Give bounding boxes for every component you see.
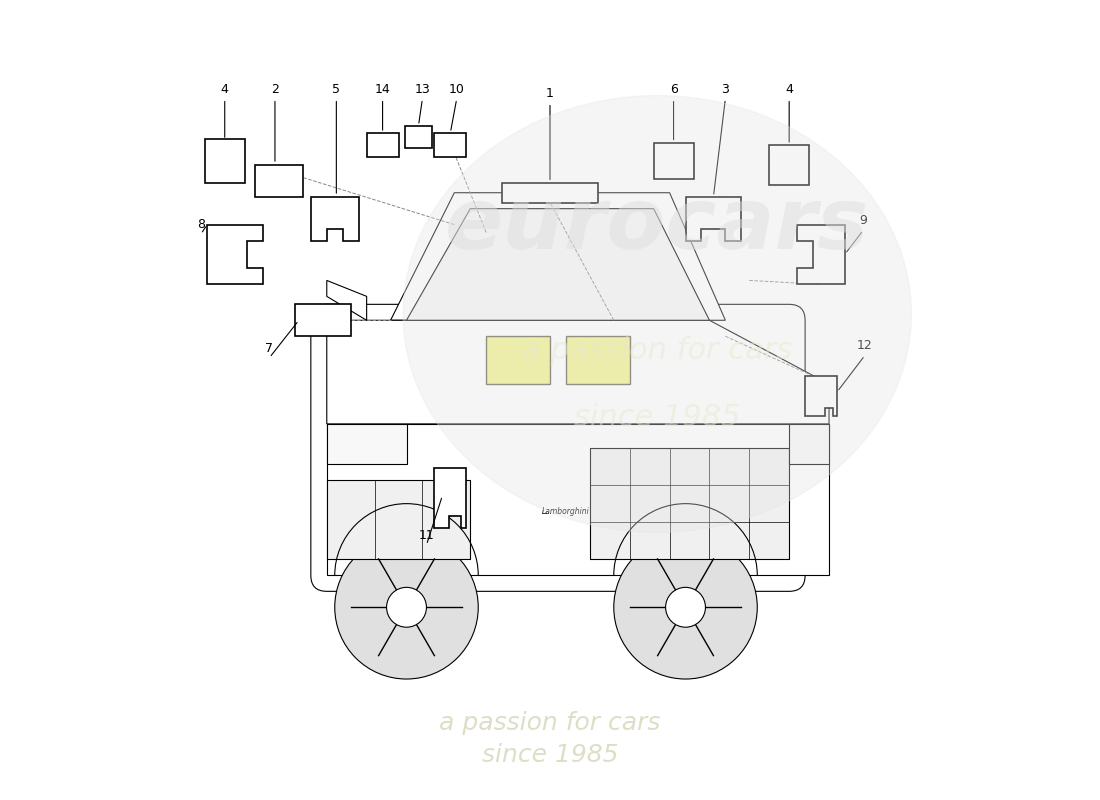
Bar — [327, 424, 407, 464]
Polygon shape — [798, 225, 845, 285]
Text: a passion for cars: a passion for cars — [522, 336, 792, 365]
Text: 10: 10 — [449, 82, 464, 95]
Bar — [503, 182, 597, 202]
Text: since 1985: since 1985 — [574, 403, 740, 433]
Circle shape — [403, 95, 911, 533]
Polygon shape — [327, 281, 366, 320]
Polygon shape — [311, 197, 359, 241]
Polygon shape — [805, 376, 837, 416]
Text: 8: 8 — [197, 218, 205, 231]
Bar — [769, 145, 810, 185]
Polygon shape — [327, 424, 829, 575]
Text: 6: 6 — [670, 82, 678, 95]
Text: 3: 3 — [722, 82, 729, 95]
Circle shape — [666, 587, 705, 627]
Text: eurocars: eurocars — [446, 184, 869, 267]
Text: 14: 14 — [375, 82, 390, 95]
Bar — [295, 304, 351, 336]
Bar — [565, 336, 629, 384]
Bar — [405, 126, 432, 148]
Bar — [486, 336, 550, 384]
Text: Lamborghini: Lamborghini — [542, 507, 590, 516]
Text: 13: 13 — [415, 82, 430, 95]
Circle shape — [386, 587, 427, 627]
Text: a passion for cars: a passion for cars — [439, 711, 661, 735]
Text: 7: 7 — [265, 342, 274, 354]
Text: 9: 9 — [859, 214, 867, 227]
Bar — [590, 448, 789, 559]
FancyBboxPatch shape — [311, 304, 805, 591]
Bar — [653, 143, 693, 178]
Text: 4: 4 — [785, 82, 793, 95]
Text: 12: 12 — [857, 339, 872, 352]
Polygon shape — [685, 197, 741, 241]
Bar — [255, 165, 302, 197]
Polygon shape — [207, 225, 263, 285]
Text: 4: 4 — [221, 82, 229, 95]
Bar — [327, 480, 471, 559]
Bar — [366, 133, 398, 157]
Bar — [789, 424, 829, 464]
Circle shape — [614, 535, 757, 679]
Circle shape — [334, 535, 478, 679]
Polygon shape — [407, 209, 710, 320]
Polygon shape — [390, 193, 725, 320]
Text: 1: 1 — [546, 86, 554, 99]
Text: since 1985: since 1985 — [482, 742, 618, 766]
Bar — [434, 133, 466, 157]
Polygon shape — [327, 320, 829, 424]
Polygon shape — [434, 468, 466, 527]
Text: 5: 5 — [332, 82, 340, 95]
Bar — [205, 139, 244, 182]
Text: 11: 11 — [419, 529, 435, 542]
Text: 2: 2 — [271, 82, 279, 95]
